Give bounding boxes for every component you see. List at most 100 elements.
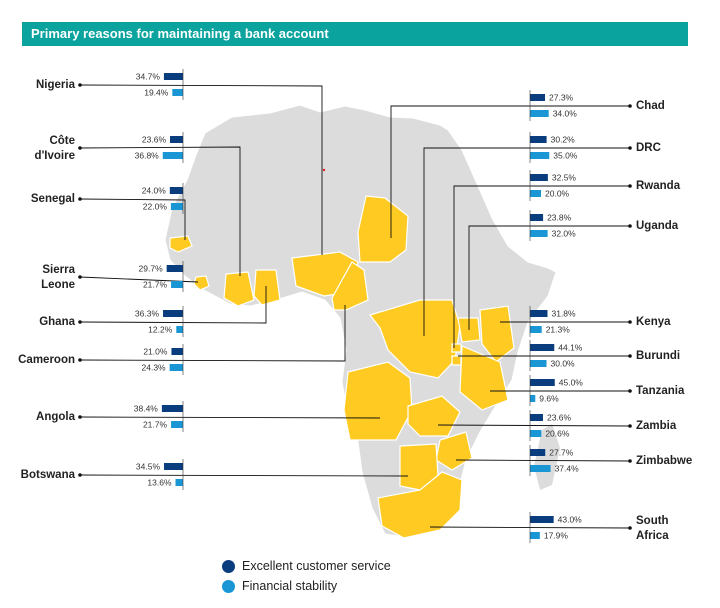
bar-financial-zimbabwe [530, 465, 551, 472]
value-label-financial-zimbabwe: 37.4% [555, 464, 580, 474]
value-label-excellent-south-africa: 43.0% [558, 515, 583, 525]
country-label-sierra-leone: Sierra Leone [41, 264, 75, 291]
bar-financial-senegal [170, 203, 183, 210]
bar-excellent-senegal [169, 187, 183, 194]
country-group-south-africa: 43.0% 17.9% South Africa [529, 512, 669, 543]
bar-financial-south-africa [530, 532, 540, 539]
country-group-zambia: 23.6% 20.6% Zambia [529, 410, 677, 441]
cote-divoire-shape [223, 271, 255, 307]
country-group-uganda: 23.8% 32.0% Uganda [529, 210, 679, 241]
country-label-zimbabwe: Zimbabwe [636, 455, 692, 467]
leader-line-nigeria [79, 84, 323, 255]
country-group-drc: 30.2% 35.0% DRC [529, 132, 661, 163]
value-label-financial-rwanda: 20.0% [545, 189, 570, 199]
bar-financial-ghana [176, 326, 183, 333]
bar-financial-burundi [530, 360, 547, 367]
country-group-c-te-d-ivoire: 23.6% 36.8% Côte d'Ivoire [35, 132, 184, 163]
bar-financial-rwanda [530, 190, 541, 197]
country-group-cameroon: 21.0% 24.3% Cameroon [18, 344, 184, 375]
value-label-financial-uganda: 32.0% [552, 229, 577, 239]
bar-financial-kenya [530, 326, 542, 333]
angola-shape [343, 361, 413, 441]
bar-excellent-tanzania [530, 379, 555, 386]
country-group-angola: 38.4% 21.7% Angola [36, 401, 184, 432]
country-label-c-te-d-ivoire: Côte d'Ivoire [35, 135, 75, 162]
bar-financial-sierra-leone [171, 281, 183, 288]
leader-line-c-te-d-ivoire [79, 146, 241, 276]
country-group-kenya: 31.8% 21.3% Kenya [529, 306, 671, 337]
leader-line-angola [79, 416, 381, 419]
country-label-drc: DRC [636, 142, 661, 154]
bar-financial-uganda [530, 230, 548, 237]
country-group-zimbabwe: 27.7% 37.4% Zimbabwe [529, 445, 692, 476]
leader-line-zimbabwe [455, 459, 631, 462]
africa-map [164, 104, 560, 539]
bar-excellent-drc [530, 136, 547, 143]
country-group-nigeria: 34.7% 19.4% Nigeria [36, 69, 184, 100]
value-label-financial-zambia: 20.6% [545, 429, 570, 439]
drc-shape [368, 299, 461, 379]
leader-line-senegal [79, 198, 186, 240]
bar-excellent-botswana [164, 463, 183, 470]
country-label-cameroon: Cameroon [18, 354, 75, 366]
legend-item-excellent: Excellent customer service [222, 556, 391, 576]
bar-financial-nigeria [172, 89, 183, 96]
country-group-tanzania: 45.0%9.6% Tanzania [529, 375, 685, 406]
value-label-financial-south-africa: 17.9% [544, 531, 569, 541]
leader-lines [78, 83, 632, 530]
country-group-burundi: 44.1% 30.0% Burundi [529, 340, 680, 371]
country-label-zambia: Zambia [636, 420, 677, 432]
value-label-financial-senegal: 22.0% [143, 202, 168, 212]
value-label-financial-botswana: 13.6% [147, 478, 172, 488]
value-label-financial-kenya: 21.3% [546, 325, 571, 335]
chad-shape [357, 195, 409, 263]
value-label-excellent-ghana: 36.3% [135, 309, 160, 319]
legend-label-financial: Financial stability [242, 579, 338, 593]
legend-label-excellent: Excellent customer service [242, 559, 391, 573]
value-label-financial-c-te-d-ivoire: 36.8% [135, 151, 160, 161]
cameroon-shape [331, 261, 369, 311]
country-label-uganda: Uganda [636, 220, 679, 232]
value-label-financial-angola: 21.7% [143, 420, 168, 430]
value-label-financial-nigeria: 19.4% [144, 88, 169, 98]
value-label-excellent-botswana: 34.5% [136, 462, 161, 472]
bar-financial-cameroon [169, 364, 183, 371]
leader-line-cameroon [79, 305, 346, 362]
leader-line-chad [390, 105, 630, 238]
country-label-nigeria: Nigeria [36, 79, 76, 91]
value-label-excellent-c-te-d-ivoire: 23.6% [142, 135, 167, 145]
bar-excellent-c-te-d-ivoire [170, 136, 183, 143]
bar-excellent-cameroon [171, 348, 183, 355]
bar-excellent-nigeria [163, 73, 183, 80]
tanzania-shape [459, 345, 509, 411]
value-label-financial-drc: 35.0% [553, 151, 578, 161]
title-bar: Primary reasons for maintaining a bank a… [22, 22, 688, 46]
burundi-shape [451, 355, 462, 366]
value-label-excellent-sierra-leone: 29.7% [139, 264, 164, 274]
ghana-shape [253, 269, 281, 306]
country-group-rwanda: 32.5% 20.0% Rwanda [529, 170, 681, 201]
chart-title: Primary reasons for maintaining a bank a… [31, 26, 329, 41]
sierra-leone-shape [193, 275, 210, 291]
bar-financial-angola [171, 421, 183, 428]
country-group-botswana: 34.5% 13.6% Botswana [21, 459, 184, 490]
country-label-botswana: Botswana [21, 469, 76, 481]
bar-excellent-chad [530, 94, 546, 101]
value-label-financial-ghana: 12.2% [148, 325, 173, 335]
value-label-excellent-chad: 27.3% [549, 93, 574, 103]
country-group-sierra-leone: 29.7% 21.7% Sierra Leone [41, 261, 184, 292]
value-label-financial-chad: 34.0% [553, 109, 578, 119]
value-label-financial-sierra-leone: 21.7% [143, 280, 168, 290]
leader-line-zambia [437, 424, 631, 427]
value-label-excellent-zimbabwe: 27.7% [549, 448, 574, 458]
value-label-excellent-angola: 38.4% [134, 404, 159, 414]
bar-financial-chad [530, 110, 549, 117]
bar-financial-c-te-d-ivoire [162, 152, 183, 159]
leader-line-rwanda [453, 185, 630, 348]
bar-excellent-south-africa [530, 516, 554, 523]
legend-item-financial: Financial stability [222, 576, 391, 596]
bar-excellent-zambia [530, 414, 543, 421]
africa-land [164, 104, 557, 538]
country-group-senegal: 24.0% 22.0% Senegal [31, 183, 184, 214]
